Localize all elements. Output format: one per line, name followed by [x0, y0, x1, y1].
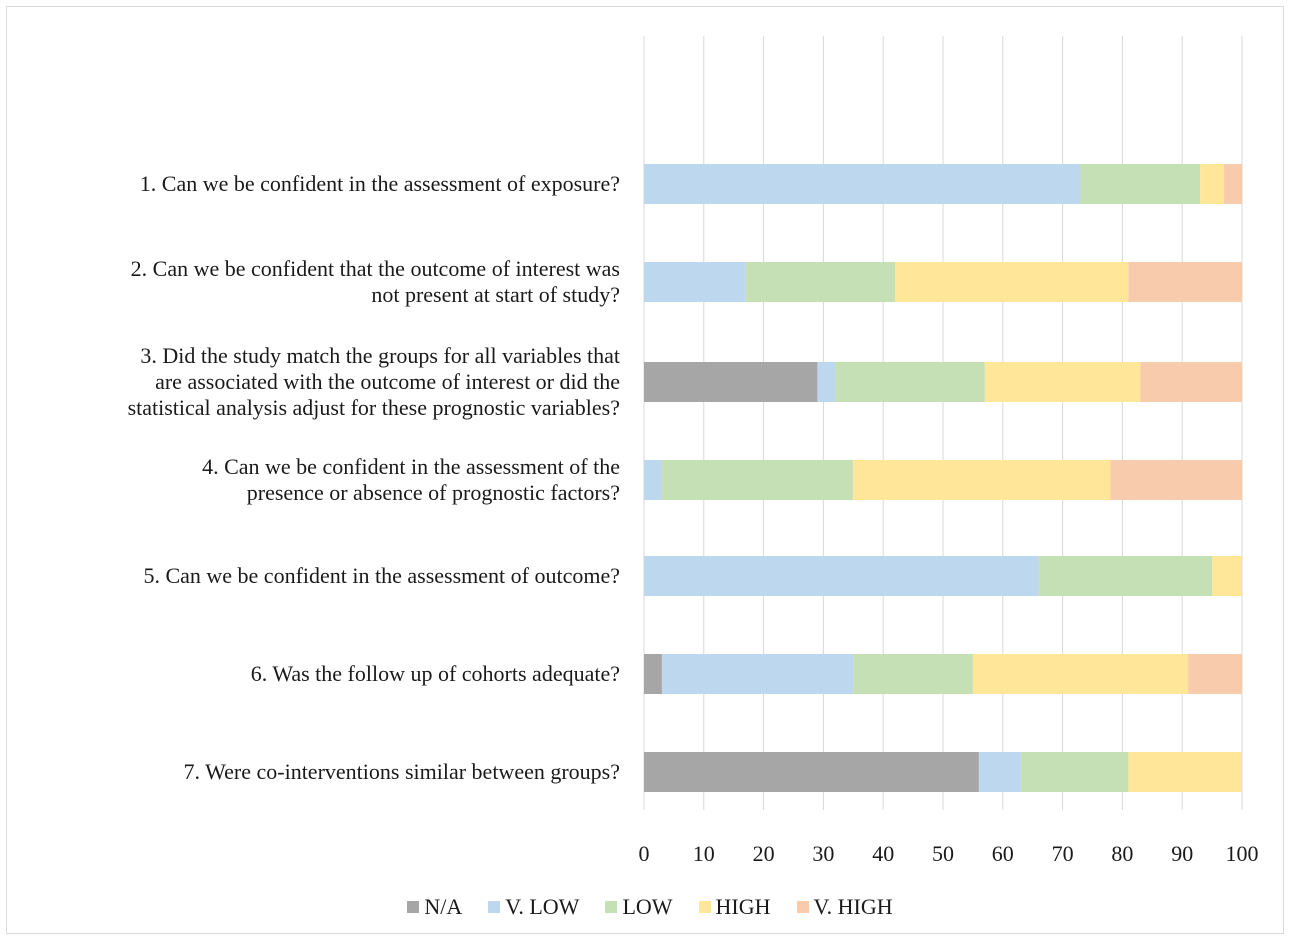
bar-q3-high	[984, 362, 1141, 402]
bar-q5-low	[1038, 556, 1213, 596]
category-label-q3: 3. Did the study match the groups for al…	[0, 343, 620, 421]
legend-swatch	[488, 901, 501, 913]
legend-item-low: LOW	[605, 894, 673, 920]
legend-label: V. LOW	[505, 894, 580, 919]
bar-q2-high	[895, 262, 1129, 302]
category-label-q4: 4. Can we be confident in the assessment…	[0, 454, 620, 506]
x-tick-label: 30	[812, 841, 834, 866]
bar-q3-v-low	[817, 362, 836, 402]
legend-swatch	[407, 901, 420, 913]
bar-q1-v-low	[644, 164, 1081, 204]
category-label-q7: 7. Were co-interventions similar between…	[0, 759, 620, 785]
category-label-q6: 6. Was the follow up of cohorts adequate…	[0, 661, 620, 687]
category-label-line: statistical analysis adjust for these pr…	[127, 395, 620, 420]
bar-q7-low	[1020, 752, 1129, 792]
category-label-line: 5. Can we be confident in the assessment…	[143, 563, 620, 588]
category-label-line: 2. Can we be confident that the outcome …	[130, 256, 620, 281]
legend-swatch	[796, 901, 809, 913]
legend-label: LOW	[622, 894, 673, 919]
bar-q3-n-a	[644, 362, 818, 402]
category-label-line: 3. Did the study match the groups for al…	[140, 343, 620, 368]
bar-q3-v-high	[1140, 362, 1242, 402]
bar-q1-high	[1200, 164, 1225, 204]
bar-q7-v-low	[978, 752, 1021, 792]
category-label-line: 7. Were co-interventions similar between…	[183, 759, 620, 784]
legend-item-n-a: N/A	[407, 894, 462, 920]
legend-label: N/A	[424, 894, 463, 919]
legend-item-v-low: V. LOW	[488, 894, 579, 920]
bar-q1-v-high	[1224, 164, 1242, 204]
category-label-line: not present at start of study?	[371, 282, 620, 307]
legend-label: HIGH	[715, 894, 771, 919]
x-tick-label: 70	[1052, 841, 1074, 866]
x-tick-label: 60	[992, 841, 1014, 866]
bar-q6-n-a	[644, 654, 662, 694]
legend-swatch	[605, 901, 618, 913]
legend-swatch	[698, 901, 711, 913]
bar-q5-high	[1212, 556, 1242, 596]
x-tick-label: 40	[872, 841, 894, 866]
x-tick-label: 50	[932, 841, 954, 866]
bar-q4-v-high	[1110, 460, 1242, 500]
bar-q7-n-a	[644, 752, 979, 792]
category-label-q5: 5. Can we be confident in the assessment…	[0, 563, 620, 589]
x-tick-label: 10	[693, 841, 715, 866]
category-label-line: 4. Can we be confident in the assessment…	[202, 454, 620, 479]
bar-q7-high	[1128, 752, 1242, 792]
bar-q6-high	[972, 654, 1189, 694]
legend-item-v-high: V. HIGH	[796, 894, 893, 920]
bar-q5-v-low	[644, 556, 1039, 596]
bar-q1-low	[1080, 164, 1201, 204]
category-label-line: 6. Was the follow up of cohorts adequate…	[250, 661, 620, 686]
bar-q4-low	[661, 460, 854, 500]
bar-q3-low	[835, 362, 985, 402]
x-tick-label: 20	[753, 841, 775, 866]
x-tick-label: 0	[639, 841, 650, 866]
bar-q6-v-low	[661, 654, 854, 694]
bar-q4-v-low	[644, 460, 662, 500]
category-label-q2: 2. Can we be confident that the outcome …	[0, 256, 620, 308]
category-label-q1: 1. Can we be confident in the assessment…	[0, 171, 620, 197]
x-tick-label: 80	[1111, 841, 1133, 866]
bar-q4-high	[853, 460, 1111, 500]
category-label-line: presence or absence of prognostic factor…	[246, 480, 620, 505]
legend: N/A V. LOW LOW HIGH V. HIGH	[0, 892, 1292, 922]
bar-q6-low	[853, 654, 973, 694]
legend-label: V. HIGH	[813, 894, 893, 919]
x-tick-label: 100	[1226, 841, 1259, 866]
bar-q2-v-high	[1128, 262, 1242, 302]
category-label-line: 1. Can we be confident in the assessment…	[139, 171, 620, 196]
legend-item-high: HIGH	[698, 894, 771, 920]
x-tick-label: 90	[1171, 841, 1193, 866]
bar-q6-v-high	[1188, 654, 1242, 694]
bar-q2-low	[745, 262, 896, 302]
category-label-line: are associated with the outcome of inter…	[155, 369, 620, 394]
bar-q2-v-low	[644, 262, 746, 302]
